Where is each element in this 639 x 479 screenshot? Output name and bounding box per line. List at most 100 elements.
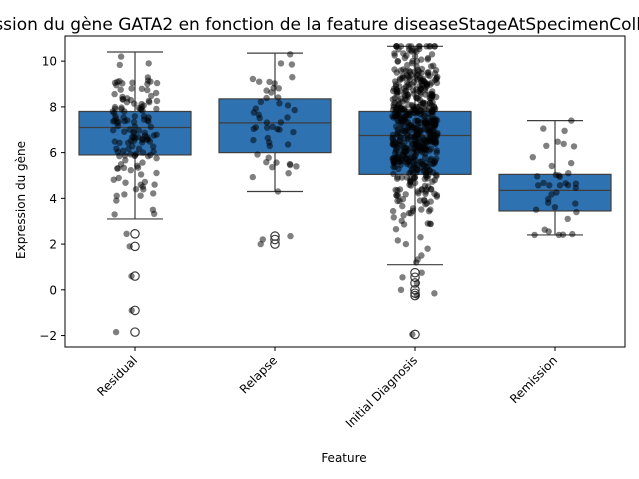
- data-point: [116, 61, 124, 69]
- data-point: [426, 147, 433, 154]
- data-point: [127, 137, 135, 144]
- data-point: [139, 139, 146, 146]
- data-point: [135, 145, 143, 152]
- data-point: [570, 143, 578, 150]
- box-group-residual: [78, 51, 192, 337]
- data-point: [431, 132, 438, 139]
- data-point: [399, 142, 406, 149]
- y-tick-label: 0: [49, 283, 57, 297]
- plot-area: [64, 35, 626, 348]
- data-point: [254, 151, 261, 158]
- x-axis-label: Feature: [321, 451, 366, 465]
- data-point: [414, 95, 422, 102]
- data-point: [257, 98, 265, 106]
- data-point: [284, 102, 292, 109]
- data-point: [404, 61, 411, 69]
- outlier-marker: [270, 234, 280, 245]
- data-point: [111, 90, 118, 98]
- data-point: [121, 152, 129, 159]
- data-point: [407, 179, 414, 186]
- data-point: [416, 82, 423, 90]
- data-point: [289, 74, 296, 81]
- data-point: [561, 127, 568, 134]
- chart-title: Expression du gène GATA2 en fonction de …: [0, 15, 639, 35]
- data-point: [399, 202, 406, 210]
- data-point: [131, 123, 138, 130]
- data-point: [419, 138, 426, 146]
- data-point: [392, 81, 400, 88]
- data-point: [286, 160, 294, 168]
- data-point: [534, 173, 541, 180]
- x-tick-label: Initial Diagnosis: [343, 353, 420, 430]
- data-point: [422, 105, 429, 112]
- points-residual: [109, 53, 161, 336]
- data-point: [569, 230, 576, 238]
- data-point: [114, 165, 122, 172]
- data-point: [432, 138, 439, 145]
- data-point: [424, 56, 431, 63]
- data-point: [291, 106, 298, 114]
- data-point: [389, 207, 397, 215]
- data-point: [129, 143, 136, 150]
- data-point: [144, 86, 151, 94]
- data-point: [410, 149, 417, 156]
- data-point: [423, 186, 430, 193]
- data-point: [572, 200, 579, 207]
- data-point: [266, 78, 273, 86]
- data-point: [529, 154, 536, 161]
- data-point: [274, 125, 281, 133]
- data-point: [287, 232, 294, 240]
- data-point: [276, 100, 283, 107]
- data-point: [153, 155, 160, 162]
- data-point: [277, 60, 285, 67]
- data-point: [394, 58, 401, 65]
- data-point: [408, 81, 415, 88]
- data-point: [546, 182, 553, 189]
- data-point: [409, 331, 416, 338]
- data-point: [431, 117, 438, 124]
- data-point: [554, 138, 561, 145]
- data-point: [390, 214, 397, 221]
- data-point: [423, 43, 430, 50]
- data-point: [263, 94, 270, 102]
- data-point: [147, 123, 154, 130]
- outlier-marker: [130, 327, 140, 337]
- data-point: [394, 103, 402, 110]
- data-point: [400, 212, 407, 219]
- data-point: [413, 259, 420, 266]
- data-point: [128, 85, 135, 92]
- data-point: [119, 80, 126, 87]
- data-point: [121, 128, 128, 135]
- data-point: [540, 125, 547, 132]
- data-point: [426, 167, 433, 174]
- data-point: [565, 170, 572, 177]
- data-point: [263, 87, 270, 94]
- data-point: [128, 272, 135, 280]
- plot-frame: [64, 35, 626, 348]
- data-point: [288, 61, 296, 68]
- data-point: [429, 178, 436, 185]
- data-point: [431, 157, 438, 165]
- data-point: [417, 77, 425, 85]
- data-point: [403, 83, 410, 90]
- data-point: [425, 69, 432, 76]
- data-point: [139, 149, 147, 156]
- y-tick-label: 10: [42, 55, 57, 69]
- data-point: [111, 138, 119, 145]
- data-point: [412, 117, 419, 124]
- data-point: [394, 175, 401, 182]
- data-point: [269, 164, 276, 171]
- outlier-marker: [270, 239, 280, 249]
- data-point: [411, 133, 419, 140]
- data-point: [116, 152, 123, 160]
- data-point: [396, 197, 403, 204]
- x-axis: Residual Relapse Initial Diagnosis Remissio…: [94, 347, 560, 431]
- data-point: [403, 174, 411, 181]
- data-point: [431, 190, 438, 197]
- data-point: [110, 176, 118, 183]
- y-tick-label: −2: [39, 329, 57, 343]
- data-point: [128, 307, 135, 314]
- data-point: [421, 85, 429, 92]
- data-point: [129, 79, 136, 86]
- data-point: [255, 111, 262, 118]
